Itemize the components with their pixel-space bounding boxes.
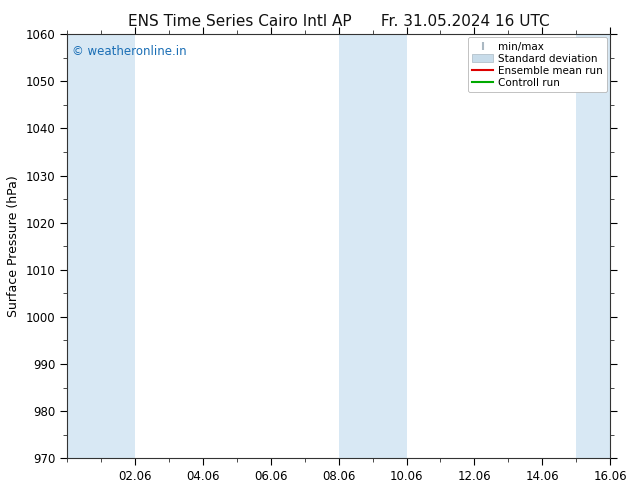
Legend: min/max, Standard deviation, Ensemble mean run, Controll run: min/max, Standard deviation, Ensemble me… bbox=[468, 37, 607, 92]
Bar bbox=[373, 34, 406, 458]
Bar bbox=[67, 34, 101, 458]
Text: © weatheronline.in: © weatheronline.in bbox=[72, 45, 187, 58]
Bar bbox=[576, 34, 611, 458]
Bar bbox=[339, 34, 373, 458]
Title: ENS Time Series Cairo Intl AP      Fr. 31.05.2024 16 UTC: ENS Time Series Cairo Intl AP Fr. 31.05.… bbox=[128, 14, 550, 29]
Y-axis label: Surface Pressure (hPa): Surface Pressure (hPa) bbox=[7, 175, 20, 317]
Bar bbox=[101, 34, 135, 458]
